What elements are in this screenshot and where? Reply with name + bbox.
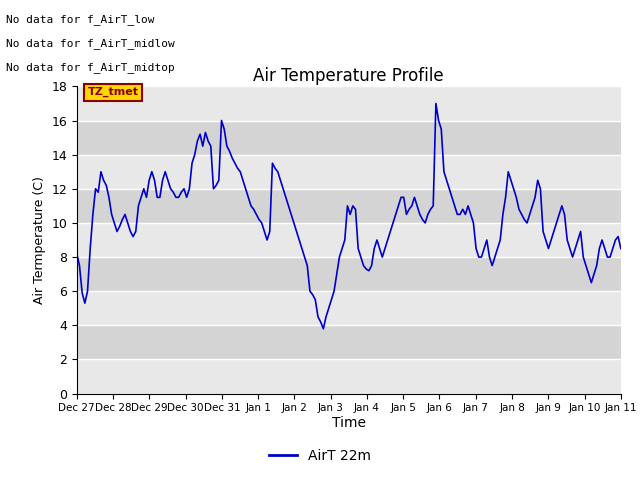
Bar <box>77 120 621 155</box>
Bar <box>77 155 621 189</box>
Bar <box>77 325 621 360</box>
Y-axis label: Air Termperature (C): Air Termperature (C) <box>33 176 45 304</box>
Bar <box>77 189 621 223</box>
Text: TZ_tmet: TZ_tmet <box>88 87 139 97</box>
Bar <box>77 257 621 291</box>
Text: No data for f_AirT_midlow: No data for f_AirT_midlow <box>6 38 175 49</box>
Bar <box>77 86 621 120</box>
Text: No data for f_AirT_midtop: No data for f_AirT_midtop <box>6 62 175 73</box>
Bar <box>77 223 621 257</box>
Bar <box>77 360 621 394</box>
Title: Air Temperature Profile: Air Temperature Profile <box>253 67 444 85</box>
Legend: AirT 22m: AirT 22m <box>264 443 376 468</box>
Text: No data for f_AirT_low: No data for f_AirT_low <box>6 14 155 25</box>
X-axis label: Time: Time <box>332 416 366 430</box>
Bar <box>77 291 621 325</box>
